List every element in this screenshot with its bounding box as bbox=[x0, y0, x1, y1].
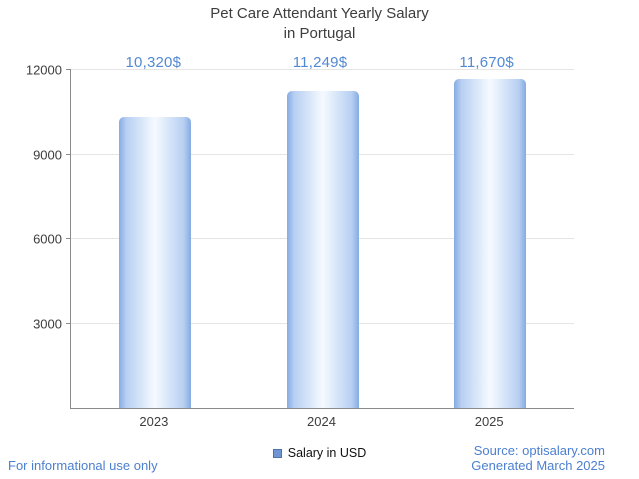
value-label-slot: 11,670$ bbox=[403, 54, 570, 71]
value-label-slot: 11,249$ bbox=[237, 54, 404, 71]
legend-swatch-icon bbox=[272, 448, 282, 458]
chart-title-line1: Pet Care Attendant Yearly Salary bbox=[210, 5, 429, 22]
plot-area bbox=[66, 69, 574, 409]
chart-title: Pet Care Attendant Yearly Salary in Port… bbox=[0, 4, 639, 43]
gridline bbox=[71, 69, 574, 70]
chart-title-line2: in Portugal bbox=[283, 24, 356, 42]
disclaimer-text: For informational use only bbox=[8, 458, 158, 473]
x-axis-category-label: 2025 bbox=[474, 414, 504, 429]
bar-slot bbox=[406, 70, 574, 408]
y-axis-tick-label: 12000 bbox=[25, 62, 62, 78]
bar-2023[interactable] bbox=[118, 117, 191, 408]
y-axis-tick-label: 6000 bbox=[33, 231, 62, 247]
value-label-slot: 10,320$ bbox=[70, 54, 237, 71]
generated-text: Generated March 2025 bbox=[471, 458, 605, 474]
x-axis-category-label: 2024 bbox=[307, 414, 336, 429]
y-axis-tickmark bbox=[66, 153, 71, 155]
bar-2024[interactable] bbox=[286, 91, 359, 408]
legend-label: Salary in USD bbox=[287, 446, 367, 460]
category-slot: 2025 bbox=[405, 414, 573, 429]
y-axis-tick-labels: 3000 6000 9000 12000 bbox=[0, 63, 62, 408]
bar-slot bbox=[71, 70, 239, 408]
y-axis-tickmark bbox=[66, 322, 71, 324]
y-axis-tickmark bbox=[66, 69, 71, 70]
category-slot: 2024 bbox=[238, 414, 406, 429]
bar-value-label: 10,320$ bbox=[125, 54, 182, 71]
bar-2025[interactable] bbox=[454, 79, 527, 408]
y-axis-tickmark bbox=[66, 238, 71, 239]
category-slot: 2023 bbox=[70, 414, 238, 429]
y-axis-tick-label: 3000 bbox=[33, 316, 62, 331]
bar-value-label: 11,670$ bbox=[459, 54, 514, 71]
source-info: Source: optisalary.com Generated March 2… bbox=[471, 443, 605, 474]
legend: Salary in USD bbox=[0, 446, 639, 460]
bars-row bbox=[71, 70, 574, 408]
x-axis-category-labels: 2023 2024 2025 bbox=[70, 414, 573, 429]
bar-value-label: 11,249$ bbox=[292, 54, 348, 71]
bar-slot bbox=[239, 70, 407, 408]
value-labels-row: 10,320$ 11,249$ 11,670$ bbox=[70, 54, 570, 71]
source-text: Source: optisalary.com bbox=[473, 442, 605, 458]
y-axis-tick-label: 9000 bbox=[33, 147, 62, 162]
x-axis-category-label: 2023 bbox=[139, 414, 169, 429]
